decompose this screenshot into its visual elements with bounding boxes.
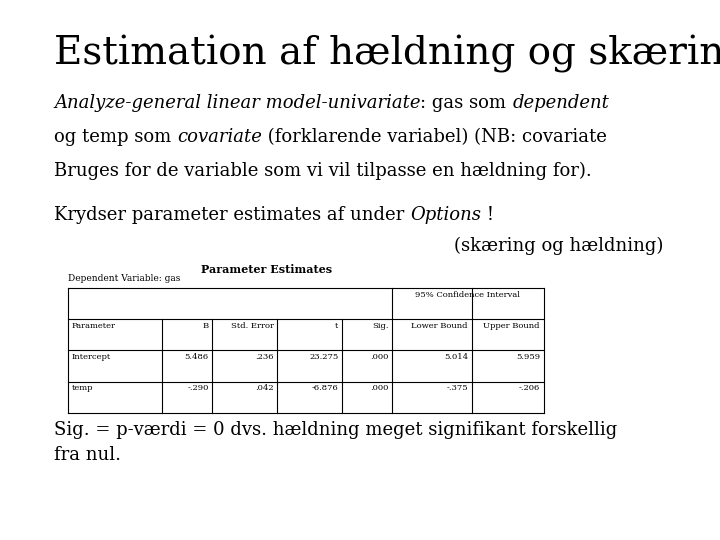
Text: temp: temp (72, 384, 94, 393)
Text: Parameter: Parameter (72, 322, 116, 330)
Text: Std. Error: Std. Error (230, 322, 274, 330)
Text: .000: .000 (370, 353, 389, 361)
Text: -.375: -.375 (446, 384, 468, 393)
Text: Options: Options (410, 206, 481, 224)
Text: Parameter Estimates: Parameter Estimates (201, 264, 332, 274)
Text: 23.275: 23.275 (309, 353, 338, 361)
Text: -.290: -.290 (187, 384, 209, 393)
Text: B: B (202, 322, 209, 330)
Text: Sig. = p-værdi = 0 dvs. hældning meget signifikant forskellig
fra nul.: Sig. = p-værdi = 0 dvs. hældning meget s… (54, 421, 617, 464)
Text: Intercept: Intercept (72, 353, 112, 361)
Text: .000: .000 (370, 384, 389, 393)
Text: : gas som: : gas som (420, 94, 512, 112)
Text: .042: .042 (255, 384, 274, 393)
Text: Dependent Variable: gas: Dependent Variable: gas (68, 274, 181, 284)
Text: Lower Bound: Lower Bound (412, 322, 468, 330)
Text: Krydser parameter estimates af under: Krydser parameter estimates af under (54, 206, 410, 224)
Text: (skæring og hældning): (skæring og hældning) (454, 237, 663, 255)
Text: Sig.: Sig. (372, 322, 389, 330)
Text: dependent: dependent (512, 94, 609, 112)
Text: 5.486: 5.486 (184, 353, 209, 361)
Text: og temp som: og temp som (54, 128, 177, 146)
Text: 5.959: 5.959 (516, 353, 540, 361)
Text: Bruges for de variable som vi vil tilpasse en hældning for).: Bruges for de variable som vi vil tilpas… (54, 161, 592, 180)
Text: -.206: -.206 (518, 384, 540, 393)
Text: -6.876: -6.876 (312, 384, 338, 393)
Text: .236: .236 (255, 353, 274, 361)
Text: covariate: covariate (177, 128, 262, 146)
Text: Upper Bound: Upper Bound (484, 322, 540, 330)
Text: !: ! (481, 206, 494, 224)
Text: 5.014: 5.014 (444, 353, 468, 361)
Text: Estimation af hældning og skæring: Estimation af hældning og skæring (54, 35, 720, 73)
Text: (forklarende variabel) (NB: covariate: (forklarende variabel) (NB: covariate (262, 128, 607, 146)
Text: t: t (335, 322, 338, 330)
Text: Analyze-general linear model-univariate: Analyze-general linear model-univariate (54, 94, 420, 112)
Text: 95% Confidence Interval: 95% Confidence Interval (415, 291, 521, 299)
